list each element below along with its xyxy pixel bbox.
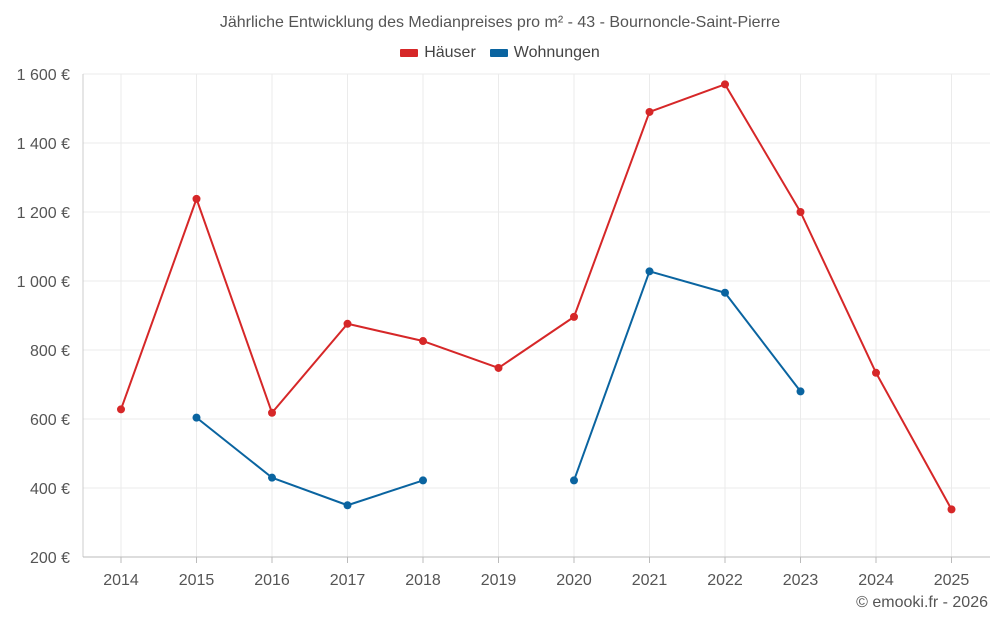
- data-point-haeuser[interactable]: [343, 319, 352, 328]
- data-point-haeuser[interactable]: [419, 337, 427, 346]
- legend-label-haeuser: Häuser: [424, 44, 476, 61]
- y-tick-label: 600 €: [30, 412, 70, 429]
- x-axis-tick-labels: 2014 2015 2016 2017 2018 2019 2020 2021 2022 2023…: [103, 572, 969, 589]
- x-tick-label: 2024: [858, 572, 894, 589]
- x-tick-label: 2019: [481, 572, 517, 589]
- legend-item-wohnungen[interactable]: Wohnungen: [489, 44, 600, 62]
- data-point-wohnungen[interactable]: [419, 476, 427, 485]
- x-tick-label: 2014: [103, 572, 139, 589]
- x-tick-label: 2018: [405, 572, 441, 589]
- x-tick-label: 2022: [707, 572, 743, 589]
- data-point-haeuser[interactable]: [570, 312, 578, 321]
- legend-item-haeuser[interactable]: Häuser: [400, 44, 476, 62]
- y-tick-label: 1 400 €: [17, 136, 70, 153]
- grid-lines: [83, 73, 990, 557]
- data-point-wohnungen[interactable]: [721, 288, 729, 297]
- data-point-wohnungen[interactable]: [192, 413, 201, 422]
- y-tick-label: 200 €: [30, 550, 70, 567]
- series-line-wohnungen: [573, 270, 802, 481]
- chart-legend: Häuser Wohnungen: [0, 44, 1000, 62]
- data-point-haeuser[interactable]: [872, 368, 880, 377]
- legend-swatch-wohnungen: [489, 49, 508, 57]
- legend-swatch-haeuser: [400, 49, 419, 57]
- x-tick-label: 2015: [179, 572, 215, 589]
- series-points: [117, 80, 956, 514]
- chart-title: Jährliche Entwicklung des Medianpreises …: [219, 14, 781, 31]
- legend-label-wohnungen: Wohnungen: [513, 44, 600, 61]
- y-tick-label: 1 200 €: [17, 205, 70, 222]
- y-tick-label: 400 €: [30, 481, 70, 498]
- x-tick-label: 2016: [254, 572, 290, 589]
- data-point-haeuser[interactable]: [796, 208, 805, 216]
- series-line-haeuser: [120, 83, 953, 510]
- y-tick-label: 1 600 €: [17, 67, 70, 84]
- x-tick-label: 2021: [632, 572, 668, 589]
- y-axis-tick-labels: 200 € 400 € 600 € 800 € 1 000 € 1 200 € 1 400 …: [17, 67, 70, 567]
- chart-axes: [82, 74, 990, 563]
- x-tick-label: 2023: [783, 572, 819, 589]
- y-tick-label: 800 €: [30, 343, 70, 360]
- x-tick-label: 2017: [330, 572, 366, 589]
- series-lines: [120, 83, 953, 510]
- data-point-wohnungen[interactable]: [570, 476, 578, 485]
- y-tick-label: 1 000 €: [17, 274, 70, 291]
- data-point-haeuser[interactable]: [268, 408, 276, 417]
- data-point-haeuser[interactable]: [117, 405, 125, 414]
- data-point-haeuser[interactable]: [494, 363, 503, 372]
- series-line-wohnungen: [195, 416, 424, 507]
- x-tick-label: 2025: [934, 572, 970, 589]
- data-point-wohnungen[interactable]: [268, 473, 276, 482]
- x-tick-label: 2020: [556, 572, 592, 589]
- data-point-haeuser[interactable]: [721, 80, 729, 89]
- data-point-wohnungen[interactable]: [343, 501, 352, 510]
- data-point-haeuser[interactable]: [645, 107, 654, 116]
- data-point-wohnungen[interactable]: [796, 387, 805, 396]
- data-point-haeuser[interactable]: [192, 194, 201, 203]
- data-point-wohnungen[interactable]: [645, 267, 654, 276]
- data-point-haeuser[interactable]: [947, 505, 956, 514]
- credit-text: © emooki.fr - 2026: [856, 594, 988, 611]
